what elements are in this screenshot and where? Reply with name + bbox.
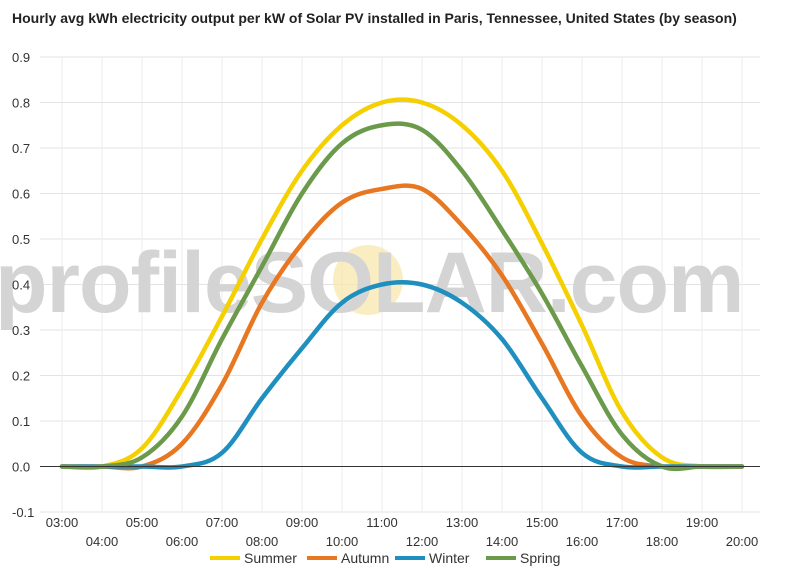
y-tick-label: 0.2	[12, 369, 30, 384]
watermark-text: profileSOLAR.com	[0, 235, 744, 331]
y-tick-label: 0.1	[12, 414, 30, 429]
x-tick-label: 06:00	[166, 534, 199, 549]
y-tick-label: 0.4	[12, 278, 30, 293]
x-tick-label: 19:00	[686, 515, 719, 530]
grid	[40, 56, 760, 513]
y-tick-label: 0.7	[12, 141, 30, 156]
y-tick-label: 0.0	[12, 460, 30, 475]
x-tick-label: 11:00	[366, 515, 398, 530]
y-tick-label: 0.8	[12, 96, 30, 111]
y-tick-label: 0.3	[12, 323, 30, 338]
legend-item-autumn: Autumn	[307, 550, 389, 566]
legend-item-spring: Spring	[486, 550, 560, 566]
x-tick-label: 05:00	[126, 515, 159, 530]
x-tick-label: 08:00	[246, 534, 279, 549]
legend-item-summer: Summer	[210, 550, 297, 566]
x-tick-label: 18:00	[646, 534, 679, 549]
y-tick-label: -0.1	[12, 505, 34, 520]
x-tick-label: 14:00	[486, 534, 519, 549]
x-tick-label: 09:00	[286, 515, 319, 530]
x-tick-label: 20:00	[726, 534, 759, 549]
x-tick-label: 16:00	[566, 534, 599, 549]
axes: -0.1 0.0 0.1 0.2 0.3 0.4 0.5 0.6 0.7 0.8 0.9 03:00 0…	[12, 50, 760, 549]
series-line-spring	[59, 121, 745, 472]
y-tick-label: 0.5	[12, 232, 30, 247]
legend-label-spring: Spring	[520, 550, 560, 566]
series-line-summer	[59, 97, 745, 471]
x-tick-label: 04:00	[86, 534, 119, 549]
legend-label-winter: Winter	[429, 550, 470, 566]
y-tick-label: 0.6	[12, 187, 30, 202]
legend-label-autumn: Autumn	[341, 550, 389, 566]
x-tick-label: 03:00	[46, 515, 79, 530]
x-tick-label: 10:00	[326, 534, 359, 549]
legend-item-winter: Winter	[395, 550, 470, 566]
x-tick-label: 17:00	[606, 515, 639, 530]
x-tick-label: 12:00	[406, 534, 439, 549]
x-tick-label: 15:00	[526, 515, 559, 530]
y-tick-label: 0.9	[12, 50, 30, 65]
x-tick-label: 07:00	[206, 515, 239, 530]
series-line-autumn	[59, 183, 745, 471]
x-tick-label: 13:00	[446, 515, 479, 530]
watermark: profileSOLAR.com	[0, 235, 745, 331]
chart-title: Hourly avg kWh electricity output per kW…	[12, 10, 737, 26]
legend-label-summer: Summer	[244, 550, 297, 566]
legend: Summer Autumn Winter Spring	[210, 550, 560, 566]
